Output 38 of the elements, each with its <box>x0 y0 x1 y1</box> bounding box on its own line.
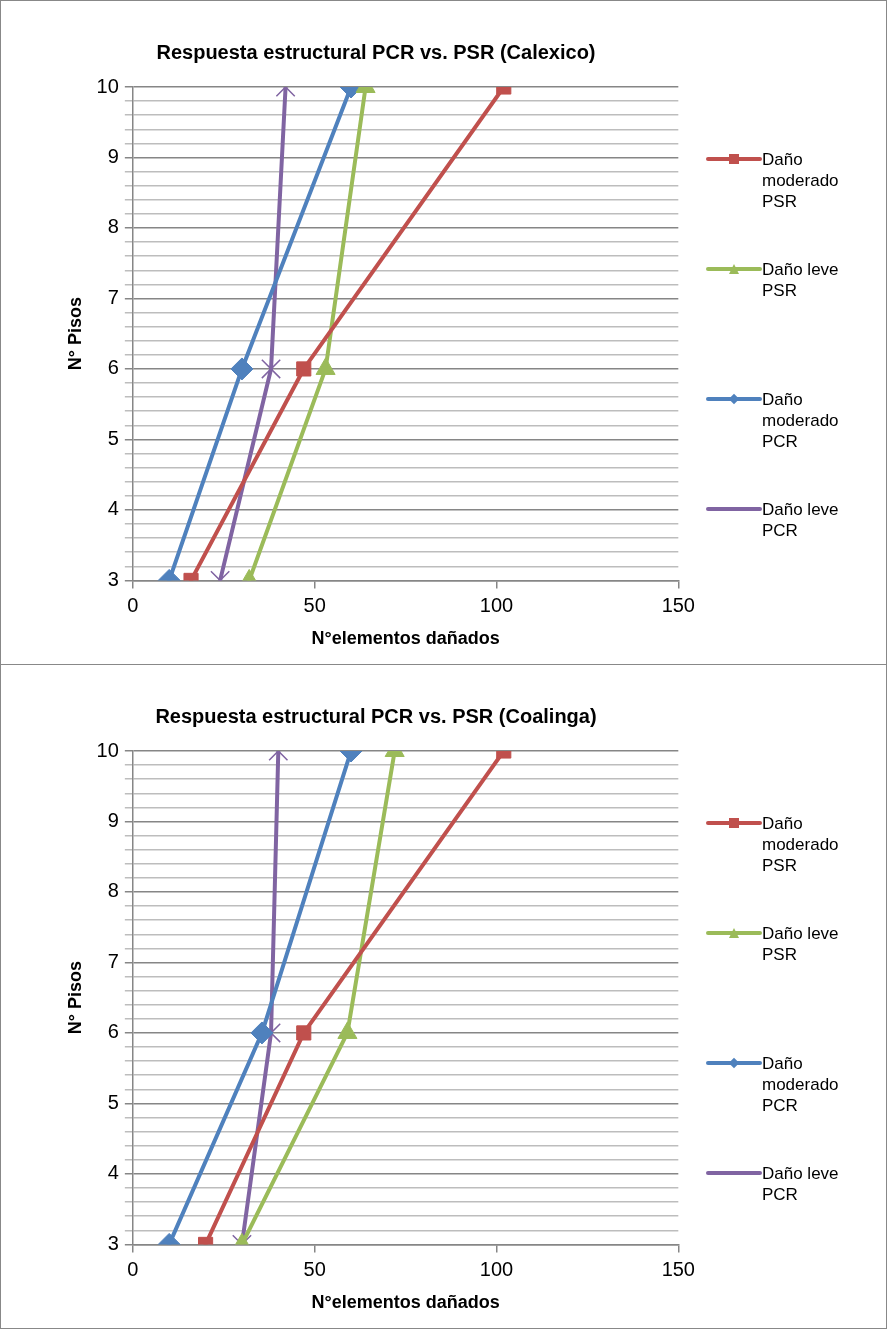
y-axis-title: N° Pisos <box>64 961 85 1035</box>
y-tick-label: 5 <box>107 426 119 449</box>
x-axis-title: N°elementos dañados <box>311 1292 500 1313</box>
y-tick-label: 7 <box>107 285 119 308</box>
x-tick-label: 50 <box>303 593 326 616</box>
x-tick-label: 0 <box>127 593 139 616</box>
legend-label: Daño leve PSR <box>762 259 840 301</box>
y-tick-label: 8 <box>107 879 119 902</box>
legend-label: Daño moderado PSR <box>762 813 840 876</box>
legend-label: Daño moderado PSR <box>762 149 840 212</box>
legend-label: Daño leve PCR <box>762 499 840 541</box>
y-tick-label: 4 <box>107 1161 119 1184</box>
y-tick-label: 3 <box>107 567 119 590</box>
x-tick-label: 100 <box>479 1257 514 1280</box>
x-tick-label: 150 <box>661 1257 695 1280</box>
x-axis-title: N°elementos dañados <box>311 628 500 649</box>
y-tick-label: 10 <box>96 74 119 97</box>
y-tick-label: 9 <box>107 145 119 167</box>
x-tick-label: 50 <box>303 1257 326 1280</box>
chart-title: Respuesta estructural PCR vs. PSR (Coalinga) <box>155 704 597 727</box>
legend-label: Daño leve PSR <box>762 923 840 965</box>
y-tick-label: 4 <box>107 497 119 520</box>
y-tick-label: 6 <box>107 356 119 379</box>
y-tick-label: 9 <box>107 809 119 831</box>
legend-label: Daño leve PCR <box>762 1163 840 1205</box>
y-tick-label: 6 <box>107 1020 119 1043</box>
x-tick-label: 0 <box>127 1257 139 1280</box>
chart-title: Respuesta estructural PCR vs. PSR (Calexico) <box>156 40 596 63</box>
y-tick-label: 7 <box>107 949 119 972</box>
y-tick-label: 8 <box>107 215 119 238</box>
x-tick-label: 100 <box>479 593 514 616</box>
legend-label: Daño moderado PCR <box>762 389 840 452</box>
y-tick-label: 3 <box>107 1231 119 1254</box>
x-tick-label: 150 <box>661 593 695 616</box>
y-tick-label: 10 <box>96 738 119 761</box>
y-axis-title: N° Pisos <box>64 297 85 371</box>
legend-label: Daño moderado PCR <box>762 1053 840 1116</box>
y-tick-label: 5 <box>107 1090 119 1113</box>
